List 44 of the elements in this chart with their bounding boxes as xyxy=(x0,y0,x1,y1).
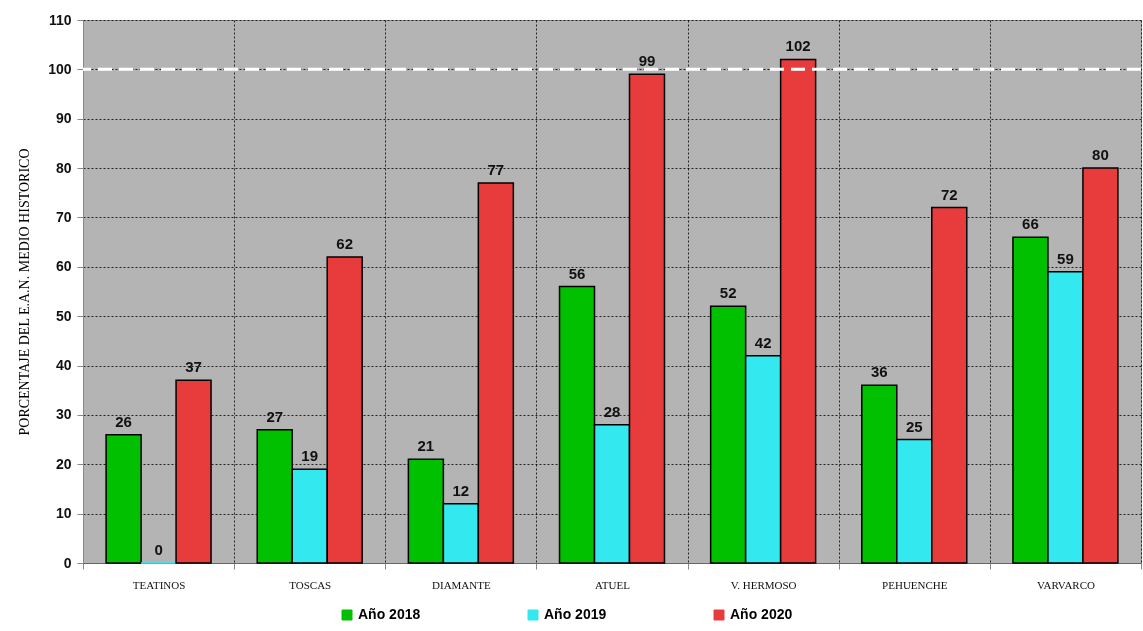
y-tick-label: 80 xyxy=(55,159,72,176)
data-label: 12 xyxy=(452,481,470,499)
data-label: 77 xyxy=(487,160,505,178)
y-tick-label: 110 xyxy=(48,11,72,28)
y-tick-label: 30 xyxy=(55,406,72,423)
data-label: 26 xyxy=(115,412,132,430)
x-tick-label: PEHUENCHE xyxy=(882,578,948,591)
data-label: 80 xyxy=(1092,146,1109,164)
data-label: 56 xyxy=(568,264,586,282)
y-tick-label: 60 xyxy=(55,258,72,275)
data-label: 19 xyxy=(301,447,319,465)
data-label: 36 xyxy=(870,363,888,381)
data-label: 72 xyxy=(940,185,958,203)
x-tick-label: VARVARCO xyxy=(1036,578,1095,591)
data-label: 21 xyxy=(417,437,435,455)
data-label: 66 xyxy=(1022,215,1039,233)
x-tick-label: ATUEL xyxy=(595,578,631,591)
data-label: 52 xyxy=(719,284,737,302)
y-tick-label: 90 xyxy=(55,110,72,127)
legend-label: Año 2019 xyxy=(544,606,607,622)
data-label: 37 xyxy=(185,358,202,376)
x-tick-label: DIAMANTE xyxy=(432,578,491,591)
data-label: 62 xyxy=(336,234,354,252)
y-axis-title: PORCENTAJE DEL E.A.N. MEDIO HISTORICO xyxy=(17,148,33,436)
y-tick-label: 100 xyxy=(48,60,72,77)
data-label: 102 xyxy=(785,37,811,55)
y-tick-label: 40 xyxy=(55,357,72,374)
x-tick-label: TEATINOS xyxy=(132,578,186,591)
x-tick-label: TOSCAS xyxy=(289,578,332,591)
y-tick-label: 70 xyxy=(55,208,72,225)
data-label: 25 xyxy=(905,417,923,435)
data-label: 28 xyxy=(603,402,621,420)
data-label: 27 xyxy=(266,407,284,425)
data-label: 0 xyxy=(154,541,163,558)
data-label: 59 xyxy=(1057,249,1074,267)
y-tick-label: 20 xyxy=(55,455,72,472)
y-tick-label: 50 xyxy=(55,307,72,324)
data-label: 42 xyxy=(754,333,772,351)
data-label: 99 xyxy=(638,52,656,70)
legend-label: Año 2018 xyxy=(358,606,421,622)
y-tick-label: 10 xyxy=(55,505,72,522)
x-tick-label: V. HERMOSO xyxy=(730,578,797,591)
legend-label: Año 2020 xyxy=(730,606,793,622)
y-tick-label: 0 xyxy=(63,554,72,571)
